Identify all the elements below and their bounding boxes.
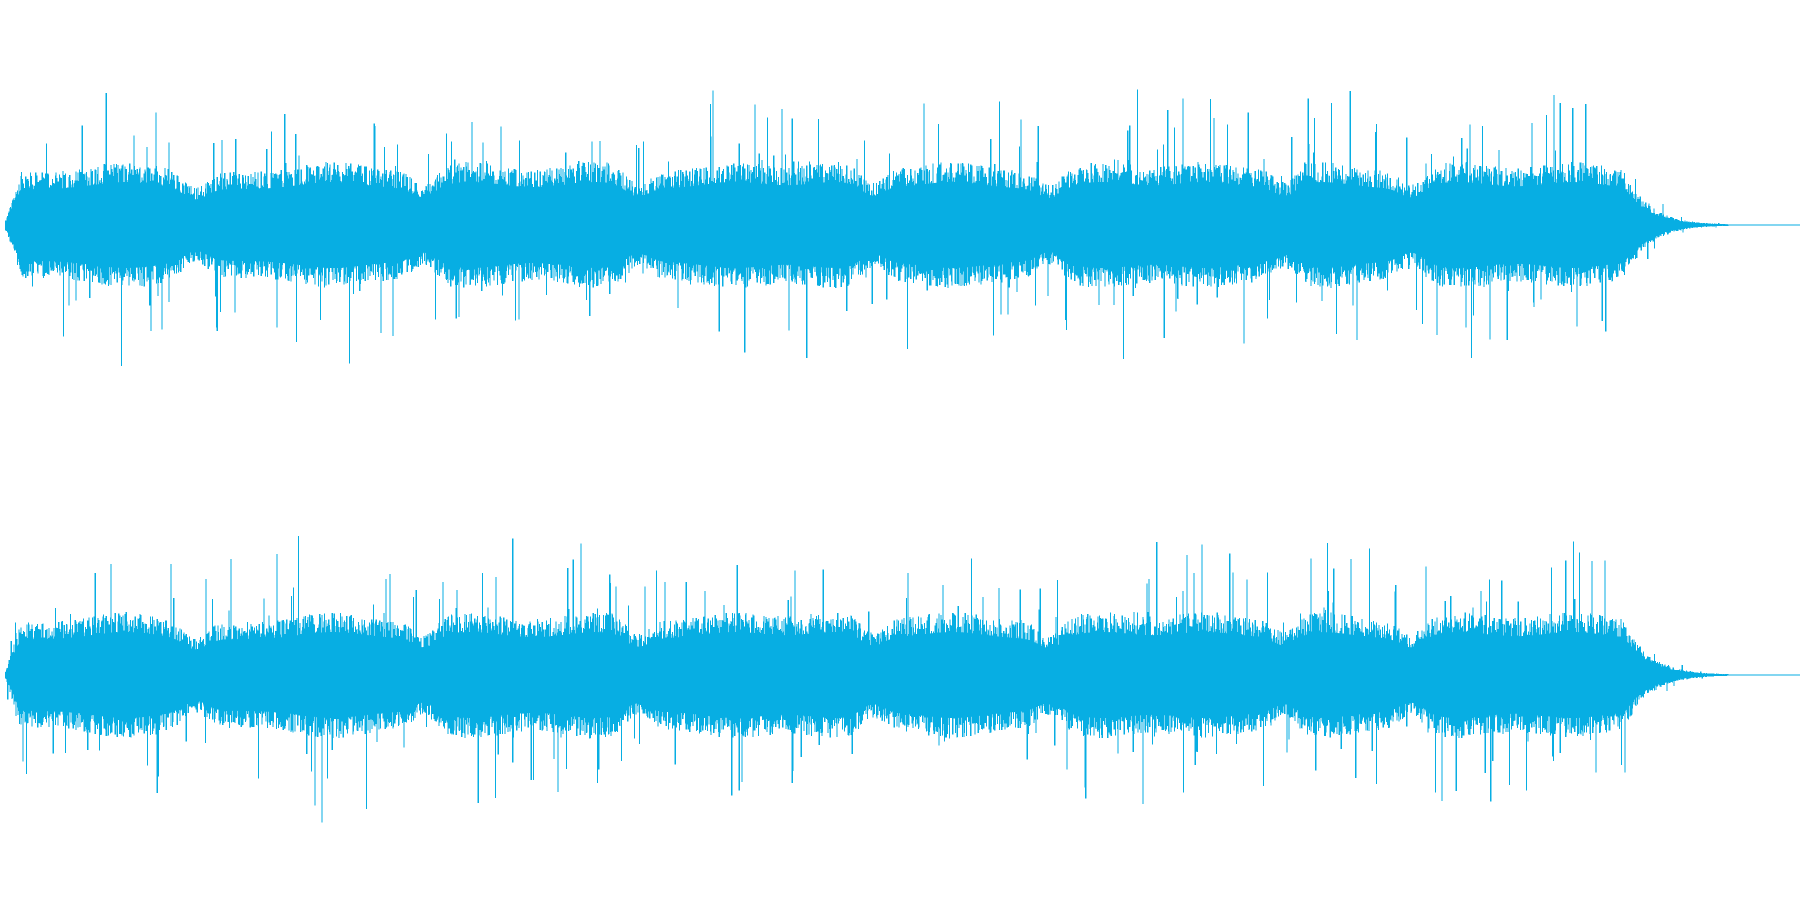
waveform-peaks [5,89,1800,366]
channel-1-waveform [5,89,1800,366]
channel-2-waveform [5,536,1800,823]
waveform-peaks [5,536,1800,823]
